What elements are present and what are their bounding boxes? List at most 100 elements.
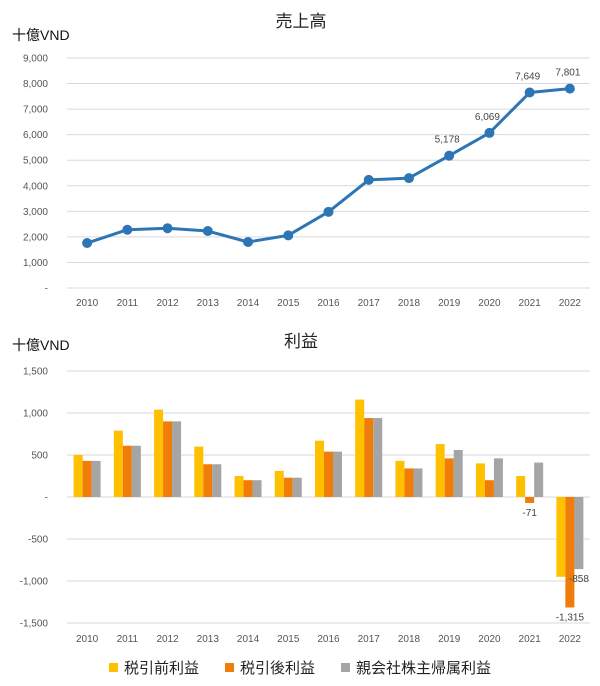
bar-aftertax	[444, 458, 454, 497]
legend-item-pretax: 税引前利益	[108, 657, 199, 678]
y-tick-label: 1,000	[23, 409, 48, 420]
bar-pretax	[274, 470, 284, 497]
x-tick-label: 2016	[317, 634, 340, 645]
bar-parent	[292, 477, 302, 497]
bar-parent	[91, 460, 101, 497]
revenue-point	[283, 230, 294, 241]
revenue-point	[202, 226, 213, 237]
bar-aftertax	[283, 477, 293, 497]
x-tick-label: 2017	[358, 298, 381, 309]
revenue-point	[403, 173, 414, 184]
x-tick-label: 2018	[398, 634, 421, 645]
revenue-point	[484, 127, 495, 138]
bar-pretax	[395, 460, 405, 497]
y-tick-label: 7,000	[23, 105, 48, 116]
x-tick-label: 2018	[398, 298, 421, 309]
x-tick-label: 2022	[559, 634, 582, 645]
revenue-point	[162, 223, 173, 234]
x-tick-label: 2022	[559, 298, 582, 309]
x-tick-label: 2020	[478, 634, 501, 645]
bar-aftertax	[525, 497, 535, 503]
x-tick-label: 2015	[277, 634, 300, 645]
y-tick-label: -1,000	[20, 577, 49, 588]
legend-label-pretax: 税引前利益	[123, 659, 199, 677]
y-tick-label: 1,500	[23, 367, 48, 378]
y-tick-label: 5,000	[23, 156, 48, 167]
x-tick-label: 2019	[438, 634, 461, 645]
bar-parent	[333, 451, 342, 497]
data-label: -858	[569, 574, 589, 585]
legend-label-parent: 親会社株主帰属利益	[356, 659, 492, 677]
data-label: -71	[522, 508, 537, 519]
x-tick-label: 2017	[358, 634, 381, 645]
x-tick-label: 2012	[156, 634, 179, 645]
y-tick-label: 4,000	[23, 181, 48, 192]
legend-swatch-pretax	[108, 662, 118, 672]
revenue-unit-label: 十億VND	[12, 27, 70, 43]
y-tick-label: 8,000	[23, 79, 48, 90]
bar-pretax	[154, 409, 164, 497]
x-tick-label: 2020	[478, 298, 501, 309]
profit-chart: 利益 十億VND -1,500 -1,000 -500-500 1,000 1,500 …	[0, 325, 600, 650]
x-tick-label: 2011	[117, 298, 139, 309]
y-tick-label: 1,000	[23, 258, 48, 269]
x-tick-label: 2014	[237, 298, 260, 309]
profit-unit-label: 十億VND	[12, 337, 70, 353]
x-tick-label: 2014	[237, 634, 260, 645]
bar-aftertax	[82, 460, 92, 497]
y-tick-label: -1,500	[20, 619, 49, 630]
legend-item-aftertax: 税引後利益	[224, 657, 315, 678]
bar-parent	[373, 418, 383, 497]
bar-aftertax	[324, 451, 333, 497]
revenue-point	[82, 238, 93, 249]
y-tick-label: 6,000	[23, 130, 48, 141]
bar-pretax	[234, 476, 244, 497]
bar-parent	[212, 464, 222, 497]
x-tick-label: 2016	[317, 298, 340, 309]
bar-parent	[252, 480, 262, 497]
data-label: -1,315	[556, 612, 585, 623]
revenue-chart-title: 売上高	[276, 12, 327, 31]
profit-chart-title: 利益	[284, 332, 318, 351]
bar-pretax	[113, 430, 123, 497]
bar-parent	[453, 449, 463, 497]
bar-aftertax	[163, 421, 173, 497]
revenue-point	[363, 174, 374, 185]
data-label: 6,069	[475, 112, 500, 123]
bar-aftertax	[484, 480, 494, 497]
bar-parent	[413, 468, 423, 497]
x-tick-label: 2021	[519, 634, 542, 645]
x-tick-label: 2013	[197, 298, 220, 309]
revenue-chart: 売上高 十億VND - 1,000 2,000 3,000 4,000 5,000 6,00…	[0, 0, 600, 322]
y-tick-label: -	[45, 493, 48, 504]
y-tick-label: 9,000	[23, 54, 48, 65]
bar-parent	[574, 497, 584, 570]
bar-aftertax	[203, 464, 213, 497]
x-tick-label: 2021	[519, 298, 542, 309]
profit-chart-svg: 利益 十億VND -1,500-1,000-500-5001,0001,500 …	[12, 332, 590, 645]
bar-pretax	[194, 446, 204, 497]
revenue-point	[243, 237, 254, 247]
bar-pretax	[355, 399, 365, 497]
bar-aftertax	[565, 497, 575, 608]
bar-aftertax	[122, 445, 132, 497]
x-tick-label: 2013	[197, 634, 220, 645]
revenue-point	[122, 224, 133, 235]
legend-item-parent: 親会社株主帰属利益	[341, 657, 491, 678]
bar-parent	[131, 445, 141, 497]
revenue-point	[564, 83, 575, 94]
revenue-point	[444, 150, 455, 161]
revenue-point	[524, 87, 535, 98]
bar-parent	[534, 462, 544, 497]
bar-pretax	[435, 444, 445, 497]
x-tick-label: 2015	[277, 298, 300, 309]
profit-legend: 税引前利益 税引後利益 親会社株主帰属利益	[0, 652, 600, 682]
bar-parent	[493, 458, 503, 497]
legend-swatch-parent	[341, 662, 350, 672]
bar-pretax	[556, 497, 566, 577]
x-tick-label: 2012	[156, 298, 179, 309]
y-tick-label: 500	[31, 451, 48, 462]
bar-pretax	[516, 476, 526, 497]
bar-aftertax	[404, 468, 414, 497]
revenue-chart-svg: 売上高 十億VND - 1,000 2,000 3,000 4,000 5,000 6,00…	[12, 12, 590, 309]
